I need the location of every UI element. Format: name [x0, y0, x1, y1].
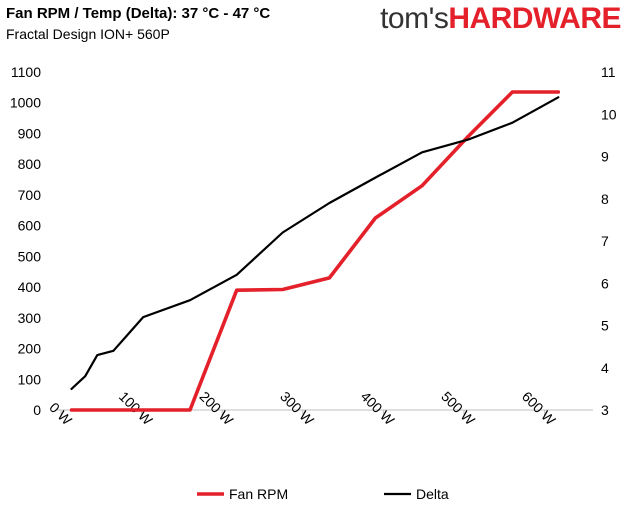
y-left-tick-label: 1000: [10, 95, 41, 111]
y-left-tick-label: 800: [18, 156, 42, 172]
y-right-tick-label: 6: [601, 275, 609, 291]
x-tick-label: 600 W: [519, 388, 559, 428]
x-tick-label: 400 W: [358, 388, 398, 428]
toms-hardware-logo: tom'sHARDWARE: [380, 4, 621, 34]
delta-series-line: [70, 96, 560, 390]
legend-label-fan-rpm: Fan RPM: [229, 486, 288, 502]
chart-subtitle: Fractal Design ION+ 560P: [6, 26, 170, 42]
x-tick-label: 0 W: [46, 399, 75, 428]
y-right-tick-label: 5: [601, 318, 609, 334]
y-left-tick-label: 200: [18, 341, 42, 357]
y-right-tick-label: 8: [601, 191, 609, 207]
y-right-tick-label: 9: [601, 149, 609, 165]
y-left-tick-label: 600: [18, 218, 42, 234]
y-right-tick-label: 10: [601, 106, 617, 122]
y-left-tick-label: 1100: [11, 64, 41, 80]
y-right-tick-label: 7: [601, 233, 609, 249]
y-left-tick-label: 500: [18, 248, 42, 264]
x-tick-label: 200 W: [196, 388, 236, 428]
x-tick-label: 300 W: [277, 388, 317, 428]
legend-label-delta: Delta: [416, 486, 449, 502]
x-tick-label: 500 W: [438, 388, 478, 428]
logo-text-hardware: HARDWARE: [448, 2, 621, 35]
y-right-tick-label: 11: [601, 64, 616, 80]
y-left-tick-label: 300: [18, 310, 42, 326]
y-right-tick-label: 3: [601, 402, 609, 418]
fan-rpm-series-line: [69, 90, 561, 412]
logo-text-toms: tom's: [380, 2, 449, 35]
y-left-tick-label: 400: [18, 279, 42, 295]
y-left-tick-label: 100: [18, 371, 42, 387]
y-left-tick-label: 900: [18, 125, 42, 141]
y-left-tick-label: 700: [18, 187, 42, 203]
y-right-tick-label: 4: [601, 360, 609, 376]
chart-title: Fan RPM / Temp (Delta): 37 °C - 47 °C: [6, 5, 271, 22]
y-left-tick-label: 0: [33, 402, 41, 418]
